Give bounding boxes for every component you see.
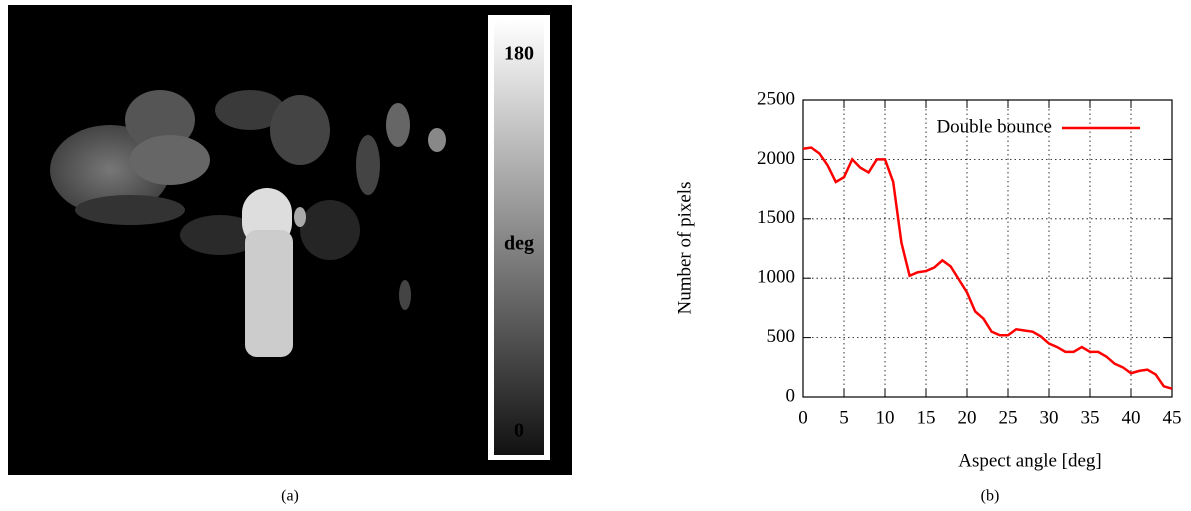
y-tick-label: 1500 <box>757 207 795 228</box>
x-tick-label: 10 <box>876 407 895 428</box>
plot-frame <box>803 100 1172 397</box>
figure: deg (a) (b) Aspect angle [deg] Number of… <box>0 0 1191 511</box>
x-axis-label: Aspect angle [deg] <box>958 450 1102 471</box>
caption: (b) <box>981 488 1000 505</box>
x-tick-label: 15 <box>917 407 936 428</box>
y-tick-label: 500 <box>767 326 796 347</box>
x-tick-label: 25 <box>999 407 1018 428</box>
y-tick-label: 2500 <box>757 88 795 109</box>
x-tick-label: 45 <box>1163 407 1182 428</box>
x-tick-label: 20 <box>958 407 977 428</box>
colorbar-label: deg <box>504 233 534 255</box>
colorbar-tick-label: 0 <box>514 420 524 442</box>
x-tick-label: 40 <box>1122 407 1141 428</box>
x-tick-label: 0 <box>798 407 808 428</box>
legend-label: Double bounce <box>936 116 1052 137</box>
x-tick-label: 30 <box>1040 407 1059 428</box>
y-tick-label: 0 <box>786 385 796 406</box>
colorbar-tick-label: 180 <box>504 43 534 65</box>
y-tick-label: 1000 <box>757 267 795 288</box>
y-axis-label: Number of pixels <box>674 182 695 315</box>
page: {"chart_data": [ {"type": "image", "capt… <box>0 0 1191 511</box>
line <box>803 148 1172 389</box>
x-tick-label: 35 <box>1081 407 1100 428</box>
y-tick-label: 2000 <box>757 148 795 169</box>
x-tick-label: 5 <box>839 407 849 428</box>
caption: (a) <box>281 488 299 505</box>
